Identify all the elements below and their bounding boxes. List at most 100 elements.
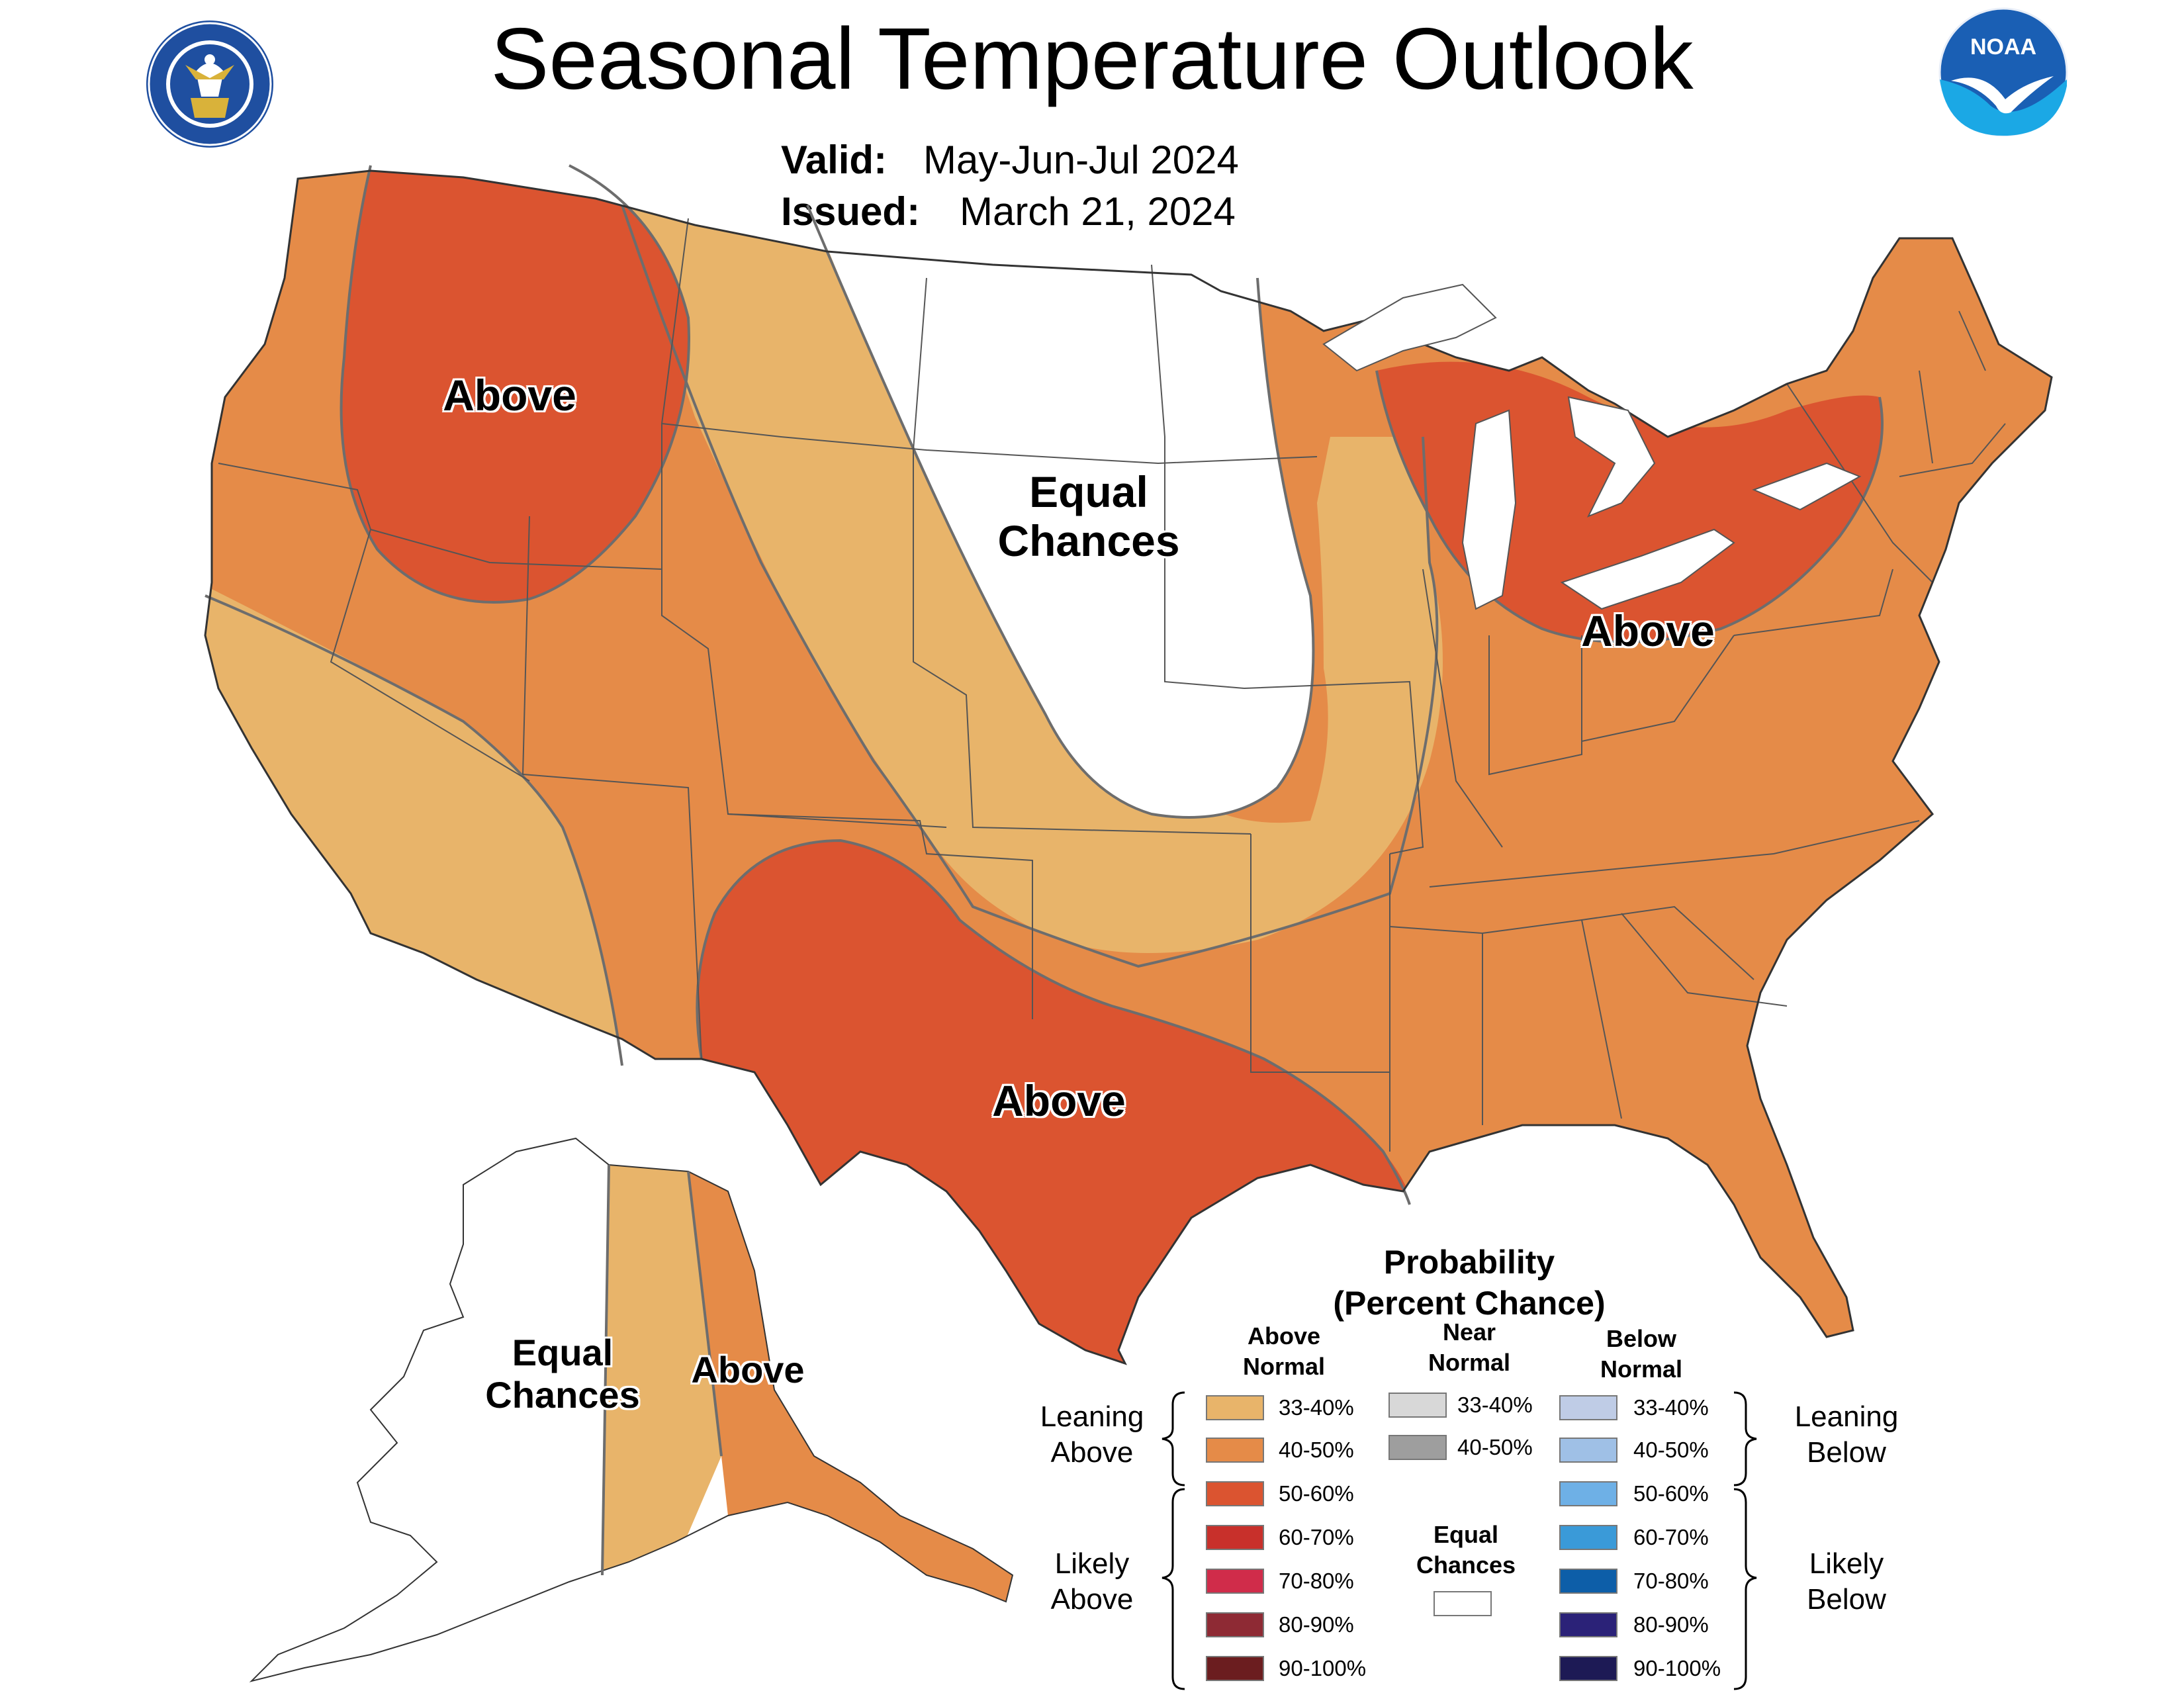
noaa-logo-icon: NOAA <box>1938 7 2068 137</box>
leaning-above-line1: Leaning <box>1040 1400 1144 1433</box>
leaning-below-line1: Leaning <box>1794 1400 1899 1433</box>
lake-michigan <box>1461 409 1517 610</box>
swatch-below-33-40 <box>1559 1395 1617 1420</box>
label-northwest-above: Above <box>443 371 576 420</box>
lake-ontario <box>1752 462 1862 511</box>
lake-superior <box>1322 283 1497 372</box>
below-head-line1: Below <box>1606 1325 1676 1352</box>
issued-value: March 21, 2024 <box>960 189 1236 234</box>
alaska-outline <box>249 1137 1014 1682</box>
alaska-lean-above-33-40 <box>602 1165 728 1575</box>
likely-below-line1: Likely <box>1809 1547 1884 1580</box>
equal-chances-line1: Equal <box>1433 1521 1498 1548</box>
swatch-below-80-90 <box>1559 1612 1617 1637</box>
legend-above-normal-head: Above Normal <box>1205 1321 1363 1382</box>
alaska-lean-above-40-50 <box>688 1171 1013 1602</box>
label-above-60-70: 60-70% <box>1279 1525 1354 1549</box>
swatch-equal-chances <box>1433 1591 1492 1616</box>
legend-title: Probability (Percent Chance) <box>1257 1242 1681 1324</box>
label-above-40-50: 40-50% <box>1279 1438 1354 1462</box>
northwest-contour <box>340 164 690 604</box>
conus-outline <box>204 169 2053 1365</box>
legend-title-line1: Probability <box>1383 1244 1555 1281</box>
valid-value: May-Jun-Jul 2024 <box>923 138 1239 182</box>
likely-above-line2: Above <box>1050 1583 1134 1616</box>
swatch-below-50-60 <box>1559 1481 1617 1506</box>
leaning-above-line2: Above <box>1050 1436 1134 1469</box>
label-central-equal-chances: Equal Chances <box>966 467 1211 565</box>
label-above-90-100: 90-100% <box>1279 1656 1367 1680</box>
legend-leaning-below: Leaning Below <box>1774 1399 1919 1471</box>
swatch-above-90-100 <box>1206 1656 1264 1681</box>
alaska-contour-east <box>687 1171 723 1457</box>
above-head-line2: Normal <box>1242 1353 1326 1380</box>
near-head-line2: Normal <box>1428 1349 1511 1376</box>
svg-text:NOAA: NOAA <box>1970 34 2036 60</box>
above-head-line1: Above <box>1247 1322 1321 1350</box>
label-below-50-60: 50-60% <box>1633 1481 1709 1506</box>
label-alaska-equal-chances: Equal Chances <box>457 1332 668 1416</box>
commerce-seal-icon <box>146 21 273 148</box>
great-lakes-contour <box>1375 370 1884 643</box>
legend-near-normal-head: Near Normal <box>1390 1317 1549 1378</box>
issued-row: Issued: <box>781 189 920 234</box>
plains-equal-chances <box>807 199 1314 817</box>
label-above-80-90: 80-90% <box>1279 1612 1354 1637</box>
legend-title-line2: (Percent Chance) <box>1333 1285 1606 1322</box>
southwest-contour <box>205 594 623 1066</box>
plains-outer-contour <box>621 205 1439 968</box>
label-central-line1: Equal <box>1029 467 1148 516</box>
swatch-below-60-70 <box>1559 1525 1617 1550</box>
state-boundaries <box>218 218 2006 1152</box>
alaska-contour-west <box>601 1164 610 1576</box>
legend-likely-above: Likely Above <box>1019 1546 1165 1618</box>
swatch-above-33-40 <box>1206 1395 1264 1420</box>
below-head-line2: Normal <box>1600 1355 1683 1383</box>
label-below-33-40: 33-40% <box>1633 1395 1709 1420</box>
label-below-70-80: 70-80% <box>1633 1569 1709 1593</box>
swatch-below-70-80 <box>1559 1569 1617 1594</box>
swatch-above-40-50 <box>1206 1438 1264 1463</box>
swatch-below-40-50 <box>1559 1438 1617 1463</box>
likely-below-line2: Below <box>1807 1583 1886 1616</box>
leaning-below-line2: Below <box>1807 1436 1886 1469</box>
label-below-90-100: 90-100% <box>1633 1656 1721 1680</box>
south-contour <box>696 839 1411 1205</box>
swatch-near-40-50 <box>1388 1435 1447 1460</box>
great-lakes <box>1322 283 1862 610</box>
legend-likely-below: Likely Below <box>1774 1546 1919 1618</box>
legend-below-normal-head: Below Normal <box>1562 1324 1721 1385</box>
swatch-above-50-60 <box>1206 1481 1264 1506</box>
label-alaska-west-line2: Chances <box>485 1374 640 1416</box>
label-central-line2: Chances <box>997 516 1180 565</box>
near-head-line1: Near <box>1442 1318 1496 1346</box>
label-above-70-80: 70-80% <box>1279 1569 1354 1593</box>
lake-erie <box>1560 528 1735 610</box>
valid-row: Valid: <box>781 138 887 183</box>
label-below-40-50: 40-50% <box>1633 1438 1709 1462</box>
swatch-near-33-40 <box>1388 1393 1447 1418</box>
label-near-40-50: 40-50% <box>1457 1435 1533 1459</box>
equal-chances-contour <box>806 205 1315 819</box>
label-above-50-60: 50-60% <box>1279 1481 1354 1506</box>
label-great-lakes-above: Above <box>1581 606 1715 655</box>
label-south-above: Above <box>992 1076 1126 1125</box>
swatch-above-80-90 <box>1206 1612 1264 1637</box>
legend-right-braces <box>1733 1391 1757 1690</box>
legend-equal-chances-head: Equal Chances <box>1387 1520 1545 1580</box>
swatch-above-70-80 <box>1206 1569 1264 1594</box>
page-title: Seasonal Temperature Outlook <box>490 10 1694 107</box>
legend-left-braces <box>1161 1391 1185 1690</box>
northwest-likely-above-50-60 <box>341 171 689 602</box>
lake-huron <box>1567 396 1656 518</box>
issued-label: Issued: <box>781 189 921 234</box>
label-above-33-40: 33-40% <box>1279 1395 1354 1420</box>
legend-leaning-above: Leaning Above <box>1019 1399 1165 1471</box>
probability-contours <box>205 164 1884 1205</box>
equal-chances-line2: Chances <box>1416 1551 1516 1579</box>
label-below-80-90: 80-90% <box>1633 1612 1709 1637</box>
valid-label: Valid: <box>781 138 887 182</box>
label-below-60-70: 60-70% <box>1633 1525 1709 1549</box>
swatch-above-60-70 <box>1206 1525 1264 1550</box>
